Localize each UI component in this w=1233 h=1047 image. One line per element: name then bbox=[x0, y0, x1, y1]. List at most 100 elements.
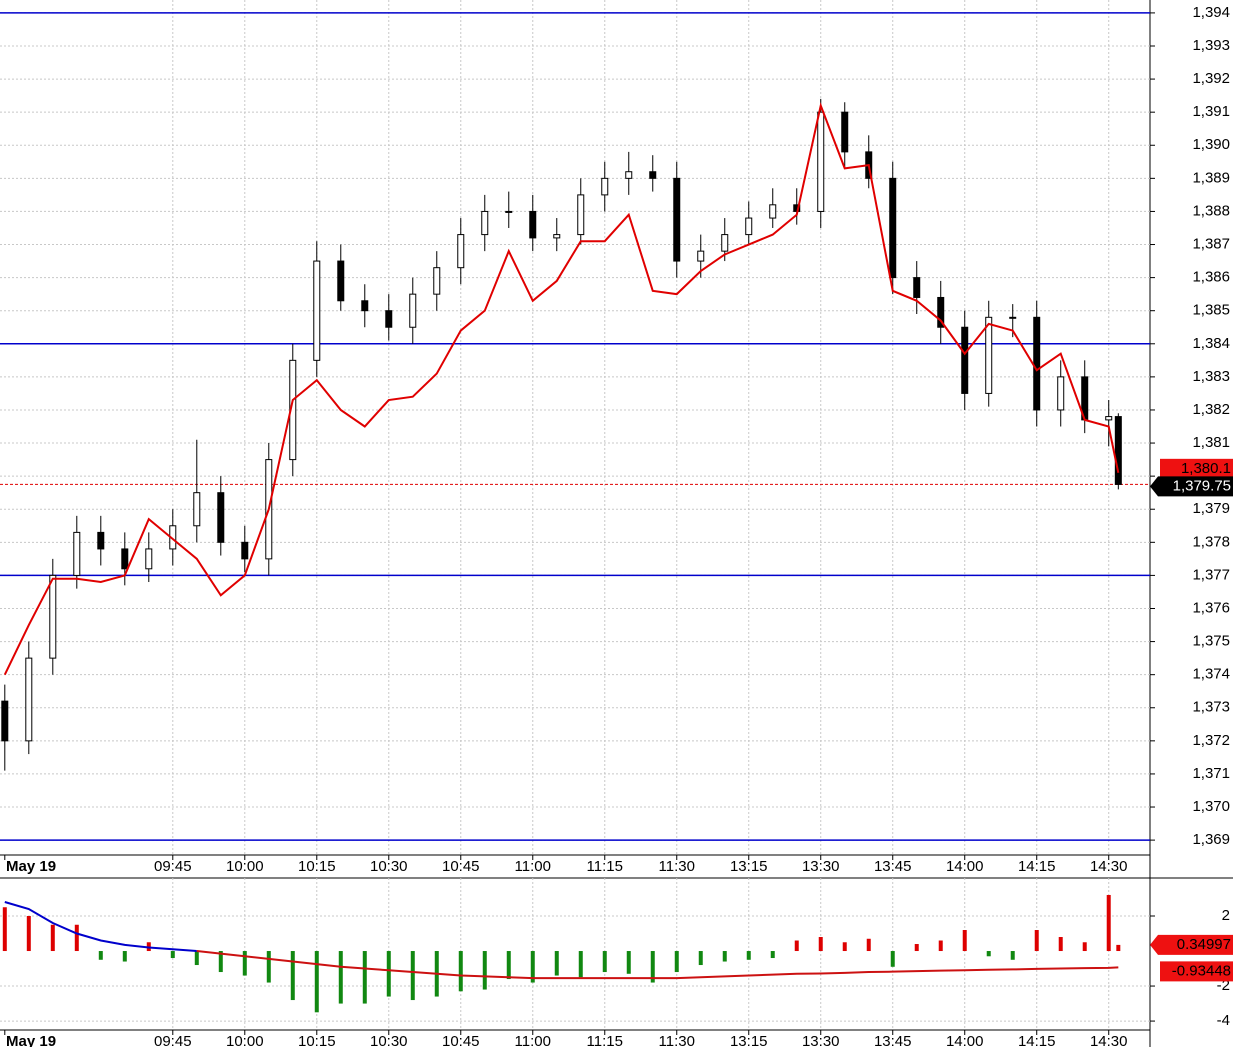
candle-body bbox=[145, 548, 153, 570]
y-tick-label: 1,371 bbox=[1192, 765, 1230, 782]
candle-body bbox=[1, 700, 9, 742]
overlay-line bbox=[3, 102, 1120, 676]
x-tick-label: 14:30 bbox=[1090, 858, 1128, 875]
candle-body bbox=[241, 541, 249, 560]
candle-body bbox=[49, 574, 57, 659]
histogram-last-label-box bbox=[1150, 934, 1233, 955]
y-tick-label: 1,372 bbox=[1192, 732, 1230, 749]
candle-body bbox=[313, 260, 321, 361]
candle-body bbox=[385, 310, 393, 328]
y-tick-label: 1,392 bbox=[1192, 70, 1230, 87]
x-tick-label: 14:00 bbox=[946, 858, 984, 875]
x-tick-label: 11:00 bbox=[515, 1033, 551, 1047]
y-tick-label: 1,370 bbox=[1192, 798, 1230, 815]
histogram-bar bbox=[482, 951, 487, 990]
y-tick-label: 1,393 bbox=[1192, 37, 1230, 54]
overlay-last-label: 1,380.1 bbox=[1181, 460, 1231, 477]
histogram-bar bbox=[1106, 894, 1111, 952]
histogram-bar bbox=[818, 937, 823, 952]
x-tick-label: 10:45 bbox=[442, 1033, 480, 1047]
candle-body bbox=[1057, 376, 1065, 411]
histogram-bar bbox=[458, 951, 463, 992]
x-tick-label: 09:45 bbox=[154, 1033, 192, 1047]
candle-body bbox=[481, 210, 489, 236]
y-tick-label: 1,388 bbox=[1192, 202, 1230, 219]
histogram-last-label: 0.34997 bbox=[1177, 936, 1231, 953]
x-tick-label: May 19 bbox=[6, 1033, 56, 1047]
x-tick-label: May 19 bbox=[6, 858, 56, 875]
x-tick-label: 11:00 bbox=[515, 858, 551, 875]
candle-body bbox=[97, 531, 105, 550]
candle-body bbox=[577, 194, 585, 236]
histogram-bar bbox=[626, 951, 631, 974]
signal-line bbox=[4, 901, 197, 953]
candle-body bbox=[601, 177, 609, 196]
histogram-bar bbox=[650, 951, 655, 983]
histogram-bar bbox=[122, 951, 127, 962]
histogram-bar bbox=[1082, 942, 1087, 952]
candle-body bbox=[817, 111, 825, 212]
y-tick-label: 1,369 bbox=[1192, 831, 1230, 848]
y-tick-label: 1,383 bbox=[1192, 368, 1230, 385]
y-tick-label: 1,391 bbox=[1192, 103, 1230, 120]
x-tick-label: 14:15 bbox=[1018, 858, 1056, 875]
histogram-bar bbox=[794, 940, 799, 952]
y-tick-label: 2 bbox=[1222, 907, 1230, 924]
histogram-bar bbox=[50, 924, 55, 952]
y-tick-label: 1,390 bbox=[1192, 136, 1230, 153]
x-tick-label: 10:15 bbox=[298, 1033, 336, 1047]
histogram-bar bbox=[26, 916, 31, 952]
candle-body bbox=[1114, 416, 1122, 485]
candle-body bbox=[337, 260, 345, 302]
candle-body bbox=[889, 177, 897, 279]
y-tick-label: 1,376 bbox=[1192, 599, 1230, 616]
y-tick-label: 1,384 bbox=[1192, 335, 1230, 352]
candle-body bbox=[217, 492, 225, 543]
y-tick-label: 1,375 bbox=[1192, 633, 1230, 650]
x-tick-label: 09:45 bbox=[154, 858, 192, 875]
candle-body bbox=[745, 217, 753, 236]
y-tick-label: 1,381 bbox=[1192, 434, 1230, 451]
histogram-bar bbox=[578, 951, 583, 978]
candle-body bbox=[625, 171, 633, 179]
y-tick-label: 1,373 bbox=[1192, 699, 1230, 716]
candle-body bbox=[193, 492, 201, 527]
histogram-bar bbox=[914, 944, 919, 952]
histogram-bar bbox=[986, 951, 991, 957]
histogram-bar bbox=[530, 951, 535, 983]
histogram-bar bbox=[314, 951, 319, 1013]
histogram-bar bbox=[98, 951, 103, 960]
candle-body bbox=[769, 204, 777, 219]
histogram-bar bbox=[506, 951, 511, 980]
candle-body bbox=[25, 657, 33, 742]
histogram-bar bbox=[362, 951, 367, 1004]
histogram-bar bbox=[218, 951, 223, 973]
histogram-bar bbox=[938, 940, 943, 952]
x-tick-label: 13:45 bbox=[874, 1033, 912, 1047]
overlay-last-label-box bbox=[1160, 458, 1233, 479]
histogram-bar bbox=[890, 951, 895, 967]
x-tick-label: 11:15 bbox=[587, 858, 623, 875]
x-tick-label: 13:15 bbox=[730, 858, 768, 875]
histogram-bar bbox=[1010, 951, 1015, 960]
histogram-bar bbox=[194, 951, 199, 966]
candle-body bbox=[961, 326, 969, 394]
candle-body bbox=[697, 250, 705, 262]
x-tick-label: 10:00 bbox=[226, 1033, 264, 1047]
x-tick-label: 11:30 bbox=[659, 858, 695, 875]
histogram-bar bbox=[74, 924, 79, 952]
histogram-bar bbox=[266, 951, 271, 983]
histogram-bar bbox=[242, 951, 247, 976]
y-tick-label: 1,378 bbox=[1192, 533, 1230, 550]
candle-body bbox=[361, 300, 369, 312]
y-tick-label: 1,387 bbox=[1192, 235, 1230, 252]
candle-body bbox=[937, 296, 945, 328]
histogram-bar bbox=[386, 951, 391, 997]
signal-last-label: -0.93448 bbox=[1172, 962, 1231, 979]
x-tick-label: 10:30 bbox=[370, 858, 408, 875]
histogram-bar bbox=[290, 951, 295, 1001]
candle-body bbox=[985, 316, 993, 394]
x-tick-label: 13:15 bbox=[730, 1033, 768, 1047]
x-tick-label: 14:15 bbox=[1018, 1033, 1056, 1047]
